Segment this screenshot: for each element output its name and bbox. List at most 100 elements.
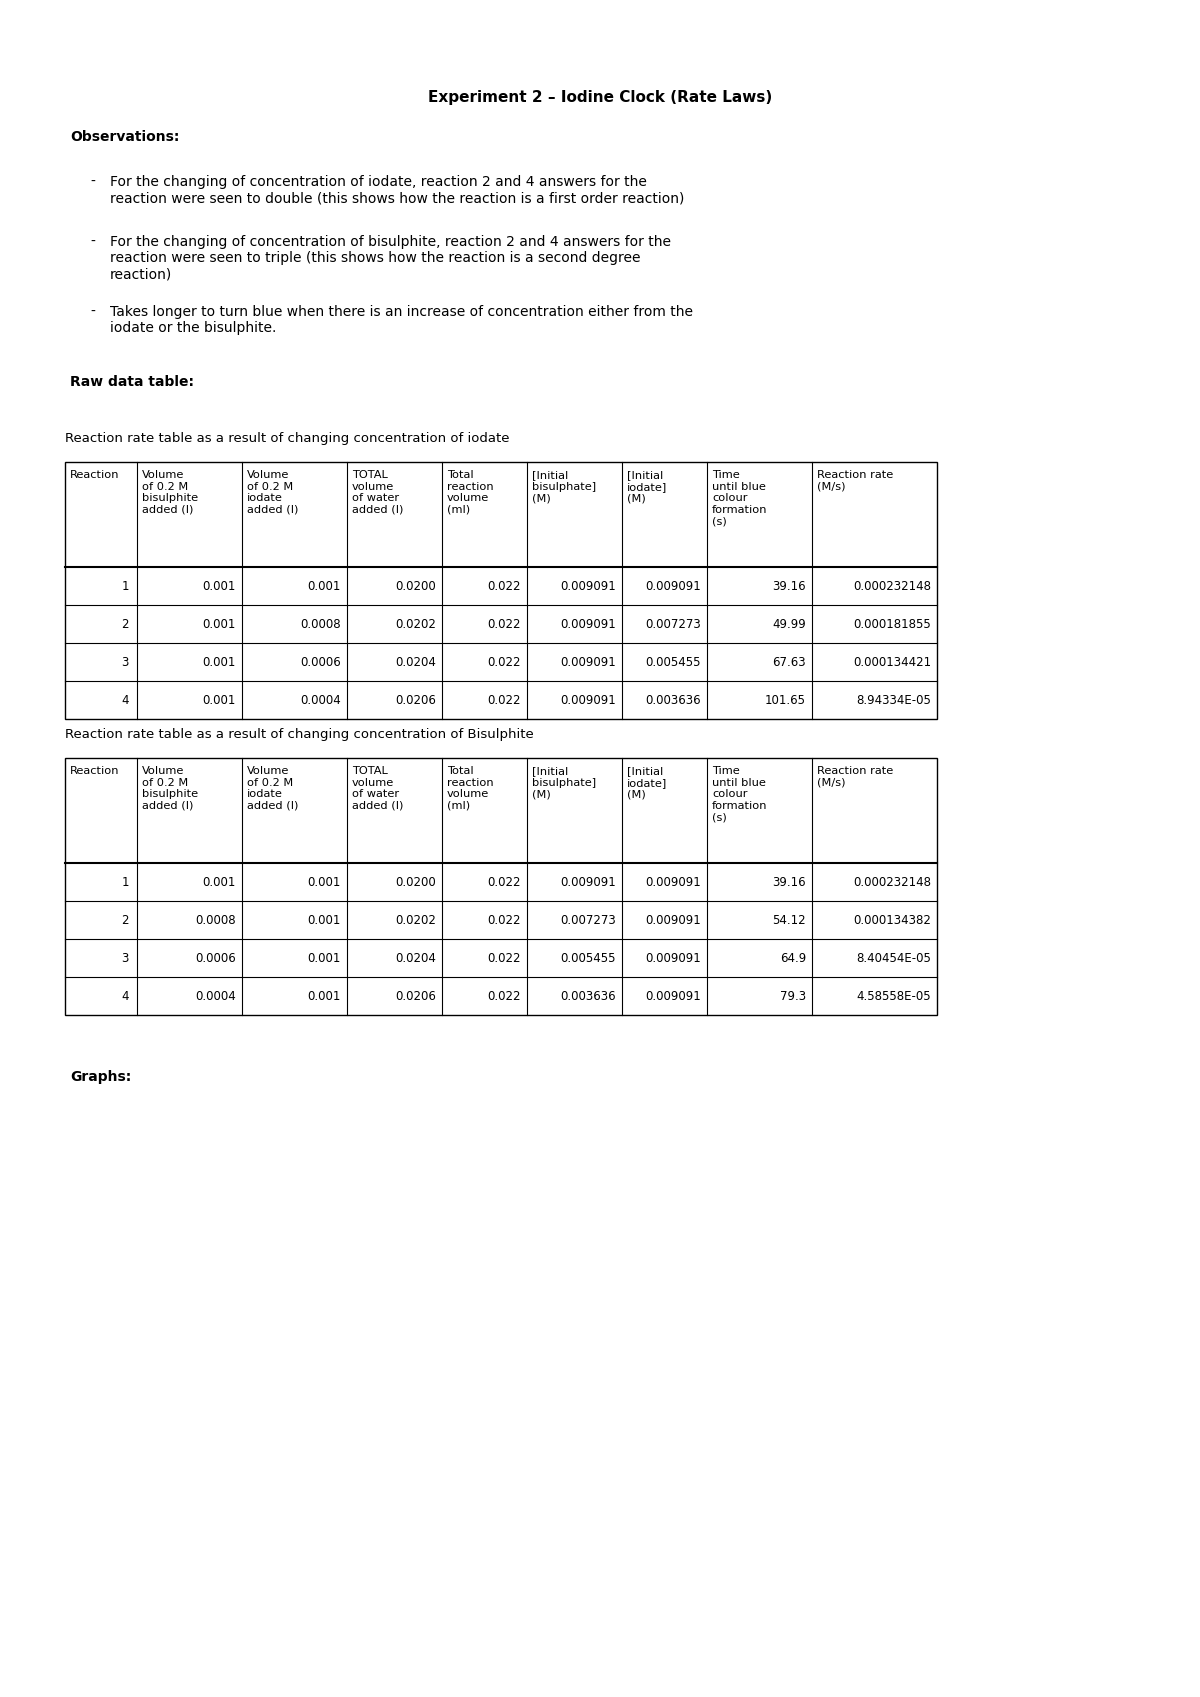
Text: 0.003636: 0.003636 <box>646 694 701 706</box>
Text: 0.0202: 0.0202 <box>395 618 436 631</box>
Text: -: - <box>90 234 95 249</box>
Text: 101.65: 101.65 <box>766 694 806 706</box>
Text: 0.0200: 0.0200 <box>395 579 436 592</box>
Text: 67.63: 67.63 <box>773 655 806 669</box>
Text: Total
reaction
volume
(ml): Total reaction volume (ml) <box>446 765 493 811</box>
Text: TOTAL
volume
of water
added (l): TOTAL volume of water added (l) <box>352 765 403 811</box>
Text: 8.40454E-05: 8.40454E-05 <box>856 952 931 964</box>
Text: 4: 4 <box>121 989 130 1003</box>
Text: 0.009091: 0.009091 <box>560 694 616 706</box>
Text: -: - <box>90 175 95 188</box>
Text: Volume
of 0.2 M
bisulphite
added (l): Volume of 0.2 M bisulphite added (l) <box>142 470 198 514</box>
Text: 0.000181855: 0.000181855 <box>853 618 931 631</box>
Text: 0.001: 0.001 <box>307 876 341 889</box>
Text: 2: 2 <box>121 913 130 927</box>
Text: Reaction rate table as a result of changing concentration of iodate: Reaction rate table as a result of chang… <box>65 433 510 445</box>
Text: 0.022: 0.022 <box>487 579 521 592</box>
Text: 0.001: 0.001 <box>203 655 236 669</box>
Text: Volume
of 0.2 M
iodate
added (l): Volume of 0.2 M iodate added (l) <box>247 765 299 811</box>
Text: 39.16: 39.16 <box>773 579 806 592</box>
Bar <box>65 462 937 720</box>
Text: 0.001: 0.001 <box>307 952 341 964</box>
Text: [Initial
bisulphate]
(M): [Initial bisulphate] (M) <box>532 765 596 799</box>
Text: Takes longer to turn blue when there is an increase of concentration either from: Takes longer to turn blue when there is … <box>110 305 694 336</box>
Text: 0.022: 0.022 <box>487 655 521 669</box>
Text: Time
until blue
colour
formation
(s): Time until blue colour formation (s) <box>712 470 768 526</box>
Text: Reaction: Reaction <box>70 765 120 776</box>
Text: 0.000134421: 0.000134421 <box>853 655 931 669</box>
Text: Volume
of 0.2 M
iodate
added (l): Volume of 0.2 M iodate added (l) <box>247 470 299 514</box>
Text: 0.003636: 0.003636 <box>560 989 616 1003</box>
Text: 54.12: 54.12 <box>773 913 806 927</box>
Text: 0.022: 0.022 <box>487 876 521 889</box>
Text: [Initial
iodate]
(M): [Initial iodate] (M) <box>628 765 667 799</box>
Text: Reaction: Reaction <box>70 470 120 480</box>
Text: Observations:: Observations: <box>70 131 179 144</box>
Text: 0.0204: 0.0204 <box>395 952 436 964</box>
Text: 0.000232148: 0.000232148 <box>853 579 931 592</box>
Text: 3: 3 <box>121 952 130 964</box>
Text: 0.007273: 0.007273 <box>560 913 616 927</box>
Text: Reaction rate table as a result of changing concentration of Bisulphite: Reaction rate table as a result of chang… <box>65 728 534 742</box>
Text: Graphs:: Graphs: <box>70 1071 131 1084</box>
Text: 0.009091: 0.009091 <box>560 655 616 669</box>
Text: Total
reaction
volume
(ml): Total reaction volume (ml) <box>446 470 493 514</box>
Text: 3: 3 <box>121 655 130 669</box>
Text: 0.009091: 0.009091 <box>560 579 616 592</box>
Text: 0.0200: 0.0200 <box>395 876 436 889</box>
Text: 0.009091: 0.009091 <box>646 579 701 592</box>
Text: 0.009091: 0.009091 <box>560 618 616 631</box>
Text: 0.022: 0.022 <box>487 989 521 1003</box>
Text: Reaction rate
(M/s): Reaction rate (M/s) <box>817 765 893 787</box>
Text: 0.0206: 0.0206 <box>395 989 436 1003</box>
Text: 0.005455: 0.005455 <box>560 952 616 964</box>
Text: Experiment 2 – Iodine Clock (Rate Laws): Experiment 2 – Iodine Clock (Rate Laws) <box>428 90 772 105</box>
Text: 4: 4 <box>121 694 130 706</box>
Text: 0.0006: 0.0006 <box>196 952 236 964</box>
Text: -: - <box>90 305 95 319</box>
Text: Reaction rate
(M/s): Reaction rate (M/s) <box>817 470 893 492</box>
Text: 0.009091: 0.009091 <box>646 952 701 964</box>
Text: 79.3: 79.3 <box>780 989 806 1003</box>
Text: 0.000134382: 0.000134382 <box>853 913 931 927</box>
Text: 0.022: 0.022 <box>487 913 521 927</box>
Text: 0.0004: 0.0004 <box>300 694 341 706</box>
Text: 0.0006: 0.0006 <box>300 655 341 669</box>
Text: 1: 1 <box>121 876 130 889</box>
Text: 2: 2 <box>121 618 130 631</box>
Text: For the changing of concentration of bisulphite, reaction 2 and 4 answers for th: For the changing of concentration of bis… <box>110 234 671 282</box>
Text: 0.022: 0.022 <box>487 618 521 631</box>
Text: 0.001: 0.001 <box>203 579 236 592</box>
Text: Time
until blue
colour
formation
(s): Time until blue colour formation (s) <box>712 765 768 823</box>
Text: 8.94334E-05: 8.94334E-05 <box>856 694 931 706</box>
Text: 0.0206: 0.0206 <box>395 694 436 706</box>
Text: 0.005455: 0.005455 <box>646 655 701 669</box>
Text: 0.0008: 0.0008 <box>196 913 236 927</box>
Text: 0.007273: 0.007273 <box>646 618 701 631</box>
Text: 0.009091: 0.009091 <box>646 876 701 889</box>
Text: 1: 1 <box>121 579 130 592</box>
Text: 0.009091: 0.009091 <box>646 989 701 1003</box>
Text: For the changing of concentration of iodate, reaction 2 and 4 answers for the
re: For the changing of concentration of iod… <box>110 175 684 205</box>
Text: 0.0204: 0.0204 <box>395 655 436 669</box>
Text: 0.001: 0.001 <box>203 876 236 889</box>
Text: 49.99: 49.99 <box>773 618 806 631</box>
Text: 0.000232148: 0.000232148 <box>853 876 931 889</box>
Bar <box>65 759 937 1015</box>
Text: 4.58558E-05: 4.58558E-05 <box>857 989 931 1003</box>
Text: 0.022: 0.022 <box>487 952 521 964</box>
Text: 0.009091: 0.009091 <box>560 876 616 889</box>
Text: 0.022: 0.022 <box>487 694 521 706</box>
Text: [Initial
bisulphate]
(M): [Initial bisulphate] (M) <box>532 470 596 504</box>
Text: 64.9: 64.9 <box>780 952 806 964</box>
Text: 0.001: 0.001 <box>307 579 341 592</box>
Text: 0.001: 0.001 <box>307 989 341 1003</box>
Text: Volume
of 0.2 M
bisulphite
added (l): Volume of 0.2 M bisulphite added (l) <box>142 765 198 811</box>
Text: [Initial
iodate]
(M): [Initial iodate] (M) <box>628 470 667 504</box>
Text: 0.001: 0.001 <box>307 913 341 927</box>
Text: 0.001: 0.001 <box>203 694 236 706</box>
Text: 0.0008: 0.0008 <box>300 618 341 631</box>
Text: TOTAL
volume
of water
added (l): TOTAL volume of water added (l) <box>352 470 403 514</box>
Text: 0.0004: 0.0004 <box>196 989 236 1003</box>
Text: 0.001: 0.001 <box>203 618 236 631</box>
